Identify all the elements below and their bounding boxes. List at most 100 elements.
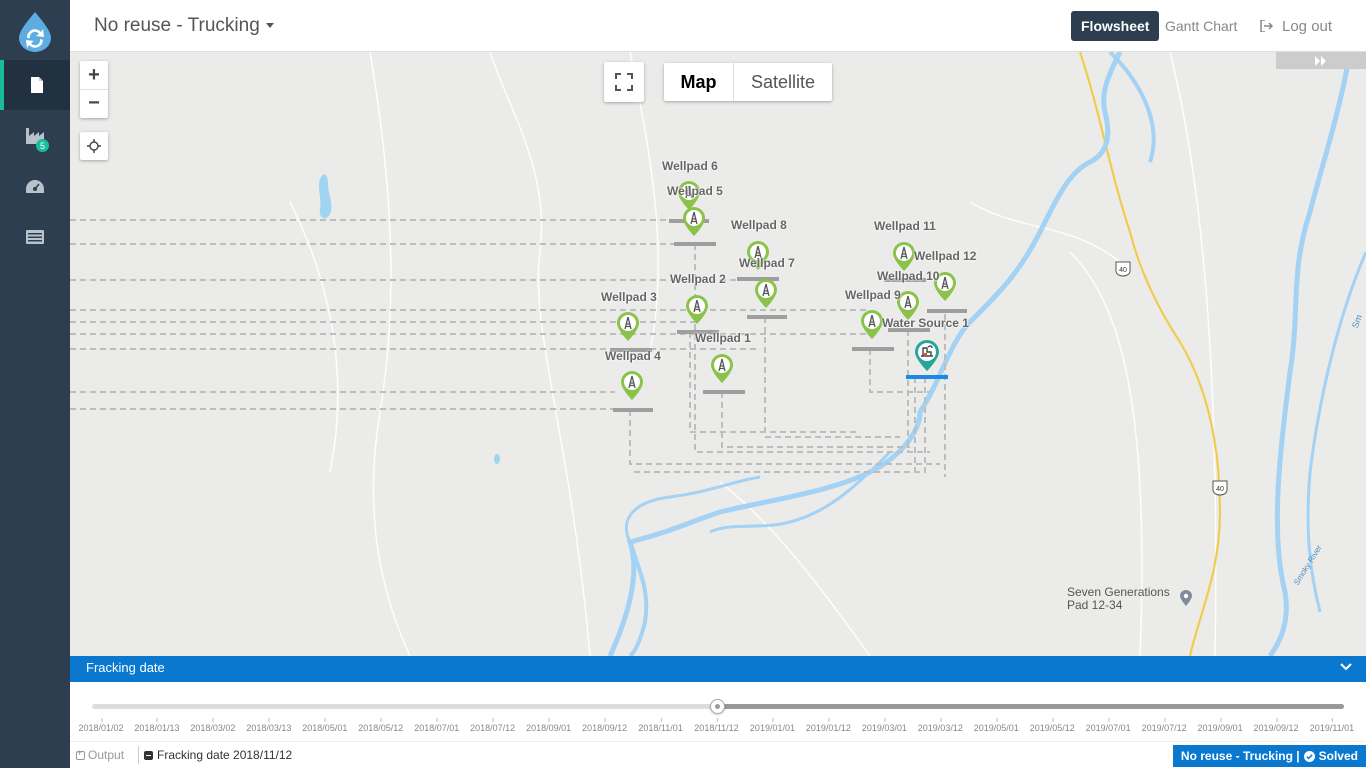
tab-gantt-chart[interactable]: Gantt Chart (1165, 18, 1238, 34)
date-tick: 2019/07/12 (1142, 718, 1187, 733)
wellpad-9-marker[interactable] (859, 308, 885, 340)
date-tick: 2019/05/01 (974, 718, 1019, 733)
wellpad-10-marker[interactable] (895, 289, 921, 321)
wellpad-12-marker[interactable] (932, 270, 958, 302)
sidebar-item-list[interactable] (0, 212, 70, 262)
wellpad-4-label: Wellpad 4 (605, 349, 661, 363)
wellpad-2-label: Wellpad 2 (670, 272, 726, 286)
water-source-1-marker[interactable] (913, 338, 941, 372)
date-tick: 2018/03/02 (190, 718, 235, 733)
zoom-out-button[interactable]: − (80, 89, 108, 117)
scenario-status-text: No reuse - Trucking | (1180, 749, 1300, 763)
highway-40-shield: 40 (1115, 261, 1131, 277)
sidebar-item-facilities[interactable]: 5 (0, 111, 70, 161)
double-chevron-right-icon (1315, 55, 1326, 66)
wellpad-12-label: Wellpad 12 (914, 249, 977, 263)
date-tick: 2018/01/02 (78, 718, 124, 733)
fracking-date-toggle[interactable]: Fracking date 2018/11/12 (144, 748, 292, 762)
map-type-satellite-button[interactable]: Satellite (750, 71, 816, 92)
highway-40-number: 40 (1119, 267, 1127, 274)
wellpad-11-marker[interactable] (891, 240, 917, 272)
facilities-count-badge: 5 (36, 139, 49, 152)
output-label: Output (88, 748, 125, 762)
wellpad-8-label: Wellpad 8 (731, 218, 787, 232)
panel-title: Fracking date (86, 660, 165, 675)
wellpad-1-marker[interactable] (709, 352, 735, 384)
date-tick: 2019/01/12 (806, 718, 851, 733)
collapse-panel-button[interactable] (1276, 52, 1366, 69)
zoom-in-button[interactable]: + (88, 63, 100, 86)
date-tick: 2019/03/12 (918, 718, 963, 733)
logout-label: Log out (1282, 17, 1333, 35)
date-tick: 2019/11/01 (1310, 718, 1354, 733)
date-slider-thumb[interactable] (709, 699, 725, 714)
scenario-selector[interactable]: No reuse - Trucking (94, 15, 274, 37)
wellpad-7-marker[interactable] (753, 277, 779, 309)
place-label: Seven Generations Pad 12-34 (1067, 585, 1170, 612)
date-tick: 2018/07/01 (414, 718, 459, 733)
wellpad-4-marker[interactable] (619, 369, 645, 401)
date-tick: 2019/03/01 (862, 718, 907, 733)
map-type-map-button[interactable]: Map (664, 63, 734, 101)
app-logo-icon[interactable] (15, 10, 55, 52)
wellpad-6-marker[interactable] (676, 179, 702, 211)
wellpad-9-label: Wellpad 9 (845, 288, 901, 302)
date-tick: 2019/09/01 (1198, 718, 1243, 733)
date-tick: 2018/09/12 (582, 718, 627, 733)
wellpad-10-label: Wellpad 10 (877, 269, 940, 283)
date-ticks: 2018/01/02 2018/01/13 2018/03/02 2018/03/13… (70, 718, 1366, 738)
water-source-1-label: Water Source 1 (882, 316, 969, 330)
dashboard-icon (26, 180, 44, 193)
wellpad-11-label: Wellpad 11 (874, 219, 936, 233)
crosshair-icon (87, 139, 101, 153)
list-icon (26, 230, 44, 244)
date-slider-fill (716, 704, 1344, 709)
fracking-date-panel-header[interactable]: Fracking date (70, 656, 1366, 682)
tab-flowsheet[interactable]: Flowsheet (1071, 11, 1160, 41)
wellpad-7-label: Wellpad 7 (739, 256, 795, 270)
sidebar: 5 (0, 0, 70, 768)
top-bar: No reuse - Trucking Flowsheet Gantt Char… (70, 0, 1366, 52)
status-divider (138, 746, 139, 764)
fullscreen-button[interactable] (604, 62, 644, 102)
logout-button[interactable]: Log out (1250, 11, 1342, 41)
fracking-date-label: Fracking date 2018/11/12 (157, 748, 293, 762)
date-tick: 2019/01/01 (750, 718, 795, 733)
scenario-title: No reuse - Trucking (94, 15, 260, 36)
wellpad-3-marker[interactable] (615, 310, 641, 342)
timeline-slider-area: 2018/01/02 2018/01/13 2018/03/02 2018/03/13… (70, 682, 1366, 740)
caret-down-icon (265, 23, 274, 29)
chevron-down-icon[interactable] (1340, 663, 1352, 671)
map-base-layer (70, 52, 1366, 656)
highway-40-shield-south: 40 (1212, 480, 1228, 496)
date-tick: 2018/07/12 (470, 718, 515, 733)
date-tick: 2018/01/13 (134, 718, 179, 733)
check-circle-icon (1303, 750, 1315, 762)
date-tick: 2019/05/12 (1030, 718, 1075, 733)
date-tick: 2018/05/01 (302, 718, 347, 733)
scenario-status-badge[interactable]: No reuse - Trucking | Solved (1172, 745, 1366, 767)
status-bar: Output Fracking date 2018/11/12 No reuse… (70, 741, 1366, 768)
highway-40-number-south: 40 (1216, 486, 1224, 493)
date-tick: 2018/11/12 (694, 718, 739, 733)
date-tick: 2018/09/01 (526, 718, 571, 733)
output-toggle[interactable]: Output (76, 748, 124, 762)
locate-button[interactable] (80, 132, 108, 160)
sidebar-item-flowsheet[interactable] (0, 60, 70, 110)
wellpad-8-marker[interactable] (745, 239, 771, 271)
map-type-control: Map Satellite (664, 63, 832, 101)
zoom-controls: + − (80, 61, 108, 118)
date-tick: 2018/03/13 (246, 718, 291, 733)
place-pin-icon[interactable] (1180, 590, 1192, 606)
file-icon (31, 77, 43, 93)
wellpad-6-label: Wellpad 6 (662, 159, 718, 173)
sidebar-item-dashboard[interactable] (0, 162, 70, 212)
wellpad-5-marker[interactable] (681, 205, 707, 237)
logout-icon (1260, 20, 1274, 32)
plus-square-icon (76, 748, 85, 760)
wellpad-3-label: Wellpad 3 (601, 290, 657, 304)
map-view[interactable]: Wellpad 6 Wellpad 5 Wellpad 8 Wellpad 7 … (70, 52, 1366, 656)
date-tick: 2019/09/12 (1254, 718, 1299, 733)
date-tick: 2019/07/01 (1086, 718, 1131, 733)
wellpad-2-marker[interactable] (684, 293, 710, 325)
